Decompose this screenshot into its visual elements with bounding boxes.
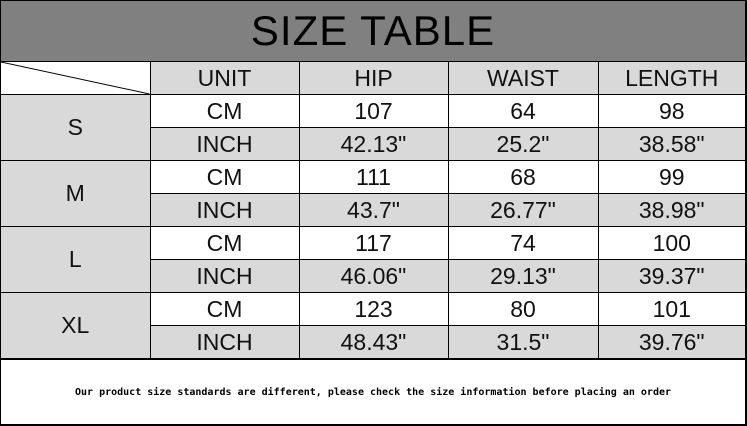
unit-cell: INCH: [150, 259, 300, 293]
value-cell: 64: [447, 94, 599, 128]
table-title: SIZE TABLE: [1, 1, 745, 62]
value-cell: 107: [298, 94, 449, 128]
header-hip: HIP: [298, 62, 449, 95]
value-cell: 25.2": [447, 127, 599, 161]
value-cell: 74: [447, 226, 599, 260]
size-table: UNIT HIP WAIST LENGTH S CM 107 64 98 INCH 42.1…: [1, 62, 745, 359]
table-row-cm: M CM 111 68 99: [1, 160, 745, 227]
header-row: UNIT HIP WAIST LENGTH: [1, 62, 745, 95]
value-cell: 42.13": [298, 127, 449, 161]
value-cell: 68: [447, 160, 599, 194]
value-cell: 38.98": [597, 193, 745, 227]
value-cell: 31.5": [447, 325, 599, 359]
unit-cell: CM: [149, 292, 300, 326]
value-cell: 98: [597, 94, 745, 128]
size-label: L: [1, 226, 151, 293]
header-waist: WAIST: [447, 62, 599, 95]
value-cell: 80: [447, 292, 599, 326]
table-row-cm: L CM 117 74 100: [1, 226, 745, 293]
table-row-inch: INCH 46.06" 29.13" 39.37": [1, 259, 745, 293]
size-label: M: [1, 160, 151, 227]
diagonal-line: [1, 62, 150, 94]
value-cell: 46.06": [298, 259, 449, 293]
unit-cell: INCH: [150, 127, 300, 161]
value-cell: 111: [298, 160, 449, 194]
unit-cell: INCH: [150, 325, 300, 359]
value-cell: 26.77": [447, 193, 599, 227]
header-length: LENGTH: [597, 62, 745, 95]
unit-cell: CM: [149, 226, 300, 260]
disclaimer-note: Our product size standards are different…: [1, 359, 745, 424]
corner-cell: [1, 62, 151, 95]
value-cell: 43.7": [298, 193, 449, 227]
value-cell: 29.13": [447, 259, 599, 293]
size-label: XL: [1, 292, 151, 359]
unit-cell: CM: [149, 160, 300, 194]
table-row-inch: INCH 48.43" 31.5" 39.76": [1, 325, 745, 359]
header-unit: UNIT: [149, 62, 300, 95]
size-label: S: [1, 94, 151, 161]
table-row-cm: S CM 107 64 98: [1, 94, 745, 161]
value-cell: 100: [597, 226, 745, 260]
value-cell: 101: [597, 292, 745, 326]
table-row-cm: XL CM 123 80 101: [1, 292, 745, 359]
value-cell: 39.76": [597, 325, 745, 359]
value-cell: 48.43": [298, 325, 449, 359]
value-cell: 123: [298, 292, 449, 326]
value-cell: 38.58": [597, 127, 745, 161]
table-row-inch: INCH 43.7" 26.77" 38.98": [1, 193, 745, 227]
value-cell: 39.37": [597, 259, 745, 293]
unit-cell: CM: [149, 94, 300, 128]
unit-cell: INCH: [150, 193, 300, 227]
value-cell: 117: [298, 226, 449, 260]
value-cell: 99: [597, 160, 745, 194]
